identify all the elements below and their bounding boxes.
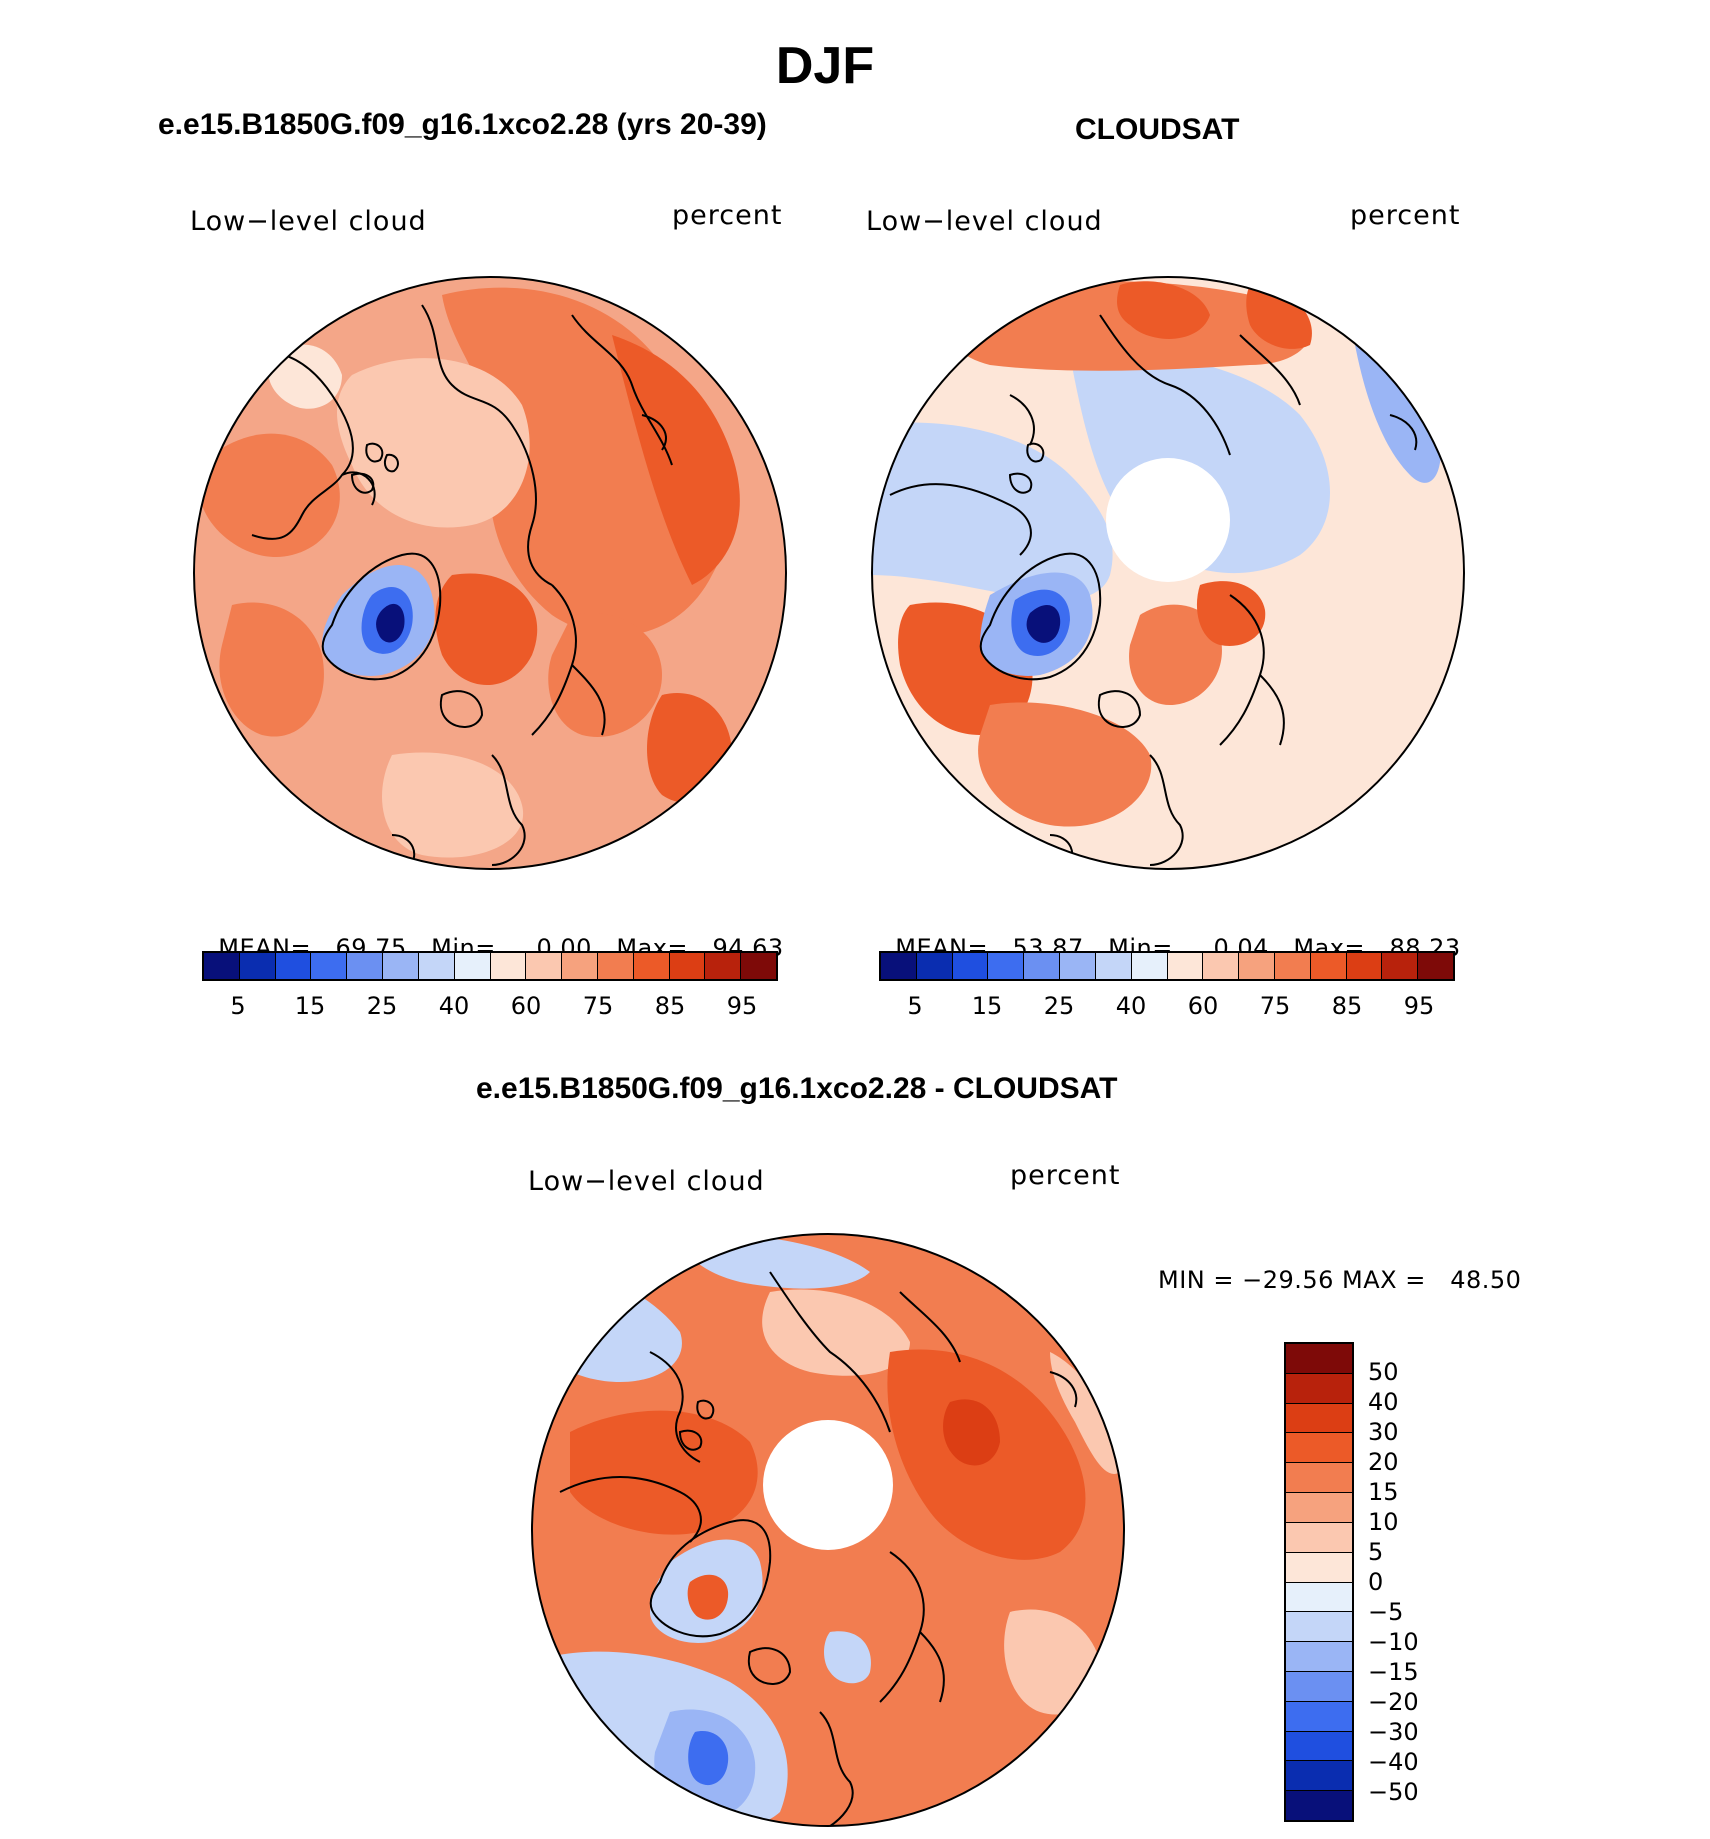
colorbar-swatch [1274, 953, 1311, 979]
colorbar-swatch [490, 953, 527, 979]
panel-2-variable-label: Low−level cloud [866, 206, 1103, 237]
colorbar-swatch [1286, 1344, 1352, 1374]
colorbar-swatch [1286, 1582, 1352, 1613]
diff-heading: e.e15.B1850G.f09_g16.1xco2.28 - CLOUDSAT [476, 1072, 1118, 1105]
colorbar-tick-label: 20 [1368, 1448, 1399, 1476]
colorbar-swatch [275, 953, 312, 979]
colorbar-swatch [1418, 953, 1453, 979]
colorbar-swatch [988, 953, 1025, 979]
colorbar-swatch [1286, 1612, 1352, 1643]
colorbar-swatch [1024, 953, 1061, 979]
colorbar-swatch [1286, 1701, 1352, 1732]
panel-1-units-label: percent [672, 200, 783, 231]
diff-units-label: percent [1010, 1160, 1121, 1191]
colorbar-swatch [1095, 953, 1132, 979]
colorbar-swatch [347, 953, 384, 979]
colorbar-swatch [311, 953, 348, 979]
map-difference [531, 1233, 1125, 1827]
panel-1-heading: e.e15.B1850G.f09_g16.1xco2.28 (yrs 20-39… [158, 108, 767, 141]
colorbar-swatch [1286, 1522, 1352, 1553]
panel-1-variable-label: Low−level cloud [190, 206, 427, 237]
colorbar-tick-label: 15 [294, 992, 326, 1020]
colorbar-difference [1284, 1342, 1354, 1822]
colorbar-swatch [1286, 1463, 1352, 1494]
colorbar-tick-label: 60 [1187, 992, 1219, 1020]
colorbar-tick-label: 5 [1368, 1538, 1384, 1566]
map-panel-2 [871, 276, 1465, 870]
colorbar-swatch [669, 953, 706, 979]
colorbar-swatch [1286, 1403, 1352, 1434]
colorbar-tick-label: 50 [1368, 1358, 1399, 1386]
colorbar-swatch [741, 953, 776, 979]
colorbar-tick-label: 5 [907, 992, 923, 1020]
colorbar-tick-label: 75 [1259, 992, 1291, 1020]
colorbar-swatch [1286, 1731, 1352, 1762]
page-title: DJF [775, 37, 875, 95]
colorbar-difference-ticks: 50 40 30 20 15 10 5 0 −5 −10 −15 −20 −30 −40 −50 [1368, 1342, 1448, 1822]
colorbar-tick-label: 25 [366, 992, 398, 1020]
colorbar-swatch [1286, 1761, 1352, 1792]
colorbar-tick-label: −30 [1368, 1718, 1419, 1746]
colorbar-tick-label: 15 [971, 992, 1003, 1020]
colorbar-swatch [1131, 953, 1168, 979]
colorbar-panel-1-ticks: 5 15 25 40 60 75 85 95 [202, 992, 778, 1022]
colorbar-swatch [1286, 1373, 1352, 1404]
panel-2-units-label: percent [1350, 200, 1461, 231]
panel-2-heading: CLOUDSAT [1075, 113, 1240, 146]
colorbar-tick-label: −10 [1368, 1628, 1419, 1656]
colorbar-panel-2-ticks: 5 15 25 40 60 75 85 95 [879, 992, 1455, 1022]
colorbar-tick-label: 10 [1368, 1508, 1399, 1536]
colorbar-tick-label: 95 [1403, 992, 1435, 1020]
colorbar-swatch [418, 953, 455, 979]
colorbar-tick-label: −20 [1368, 1688, 1419, 1716]
colorbar-swatch [562, 953, 598, 979]
colorbar-tick-label: 30 [1368, 1418, 1399, 1446]
colorbar-tick-label: 15 [1368, 1478, 1399, 1506]
colorbar-tick-label: −50 [1368, 1778, 1419, 1806]
colorbar-swatch [1286, 1642, 1352, 1672]
colorbar-swatch [204, 953, 240, 979]
colorbar-tick-label: 85 [1331, 992, 1363, 1020]
colorbar-swatch [1346, 953, 1383, 979]
colorbar-swatch [1167, 953, 1204, 979]
colorbar-tick-label: 85 [654, 992, 686, 1020]
colorbar-swatch [1286, 1493, 1352, 1523]
colorbar-tick-label: 40 [1368, 1388, 1399, 1416]
colorbar-swatch [597, 953, 634, 979]
map-panel-1 [193, 276, 787, 870]
colorbar-swatch [454, 953, 491, 979]
colorbar-tick-label: 0 [1368, 1568, 1384, 1596]
colorbar-tick-label: −15 [1368, 1658, 1419, 1686]
colorbar-swatch [526, 953, 563, 979]
colorbar-swatch [881, 953, 917, 979]
diff-variable-label: Low−level cloud [528, 1166, 765, 1197]
colorbar-tick-label: 5 [230, 992, 246, 1020]
colorbar-swatch [916, 953, 953, 979]
colorbar-panel-1 [202, 951, 778, 981]
colorbar-swatch [1310, 953, 1347, 979]
diff-minmax: MIN = −29.56 MAX = 48.50 [1158, 1266, 1522, 1294]
colorbar-tick-label: 40 [438, 992, 470, 1020]
colorbar-swatch [1239, 953, 1275, 979]
colorbar-swatch [1286, 1791, 1352, 1820]
colorbar-swatch [1286, 1552, 1352, 1583]
colorbar-tick-label: 25 [1043, 992, 1075, 1020]
colorbar-swatch [1060, 953, 1096, 979]
colorbar-swatch [1382, 953, 1419, 979]
colorbar-tick-label: 60 [510, 992, 542, 1020]
colorbar-panel-2 [879, 951, 1455, 981]
colorbar-swatch [383, 953, 419, 979]
colorbar-tick-label: −40 [1368, 1748, 1419, 1776]
colorbar-swatch [1286, 1433, 1352, 1464]
colorbar-swatch [239, 953, 276, 979]
colorbar-tick-label: 75 [582, 992, 614, 1020]
colorbar-tick-label: 95 [726, 992, 758, 1020]
colorbar-tick-label: −5 [1368, 1598, 1404, 1626]
colorbar-swatch [705, 953, 742, 979]
colorbar-swatch [1203, 953, 1240, 979]
colorbar-swatch [952, 953, 989, 979]
colorbar-swatch [633, 953, 670, 979]
colorbar-tick-label: 40 [1115, 992, 1147, 1020]
colorbar-swatch [1286, 1671, 1352, 1702]
